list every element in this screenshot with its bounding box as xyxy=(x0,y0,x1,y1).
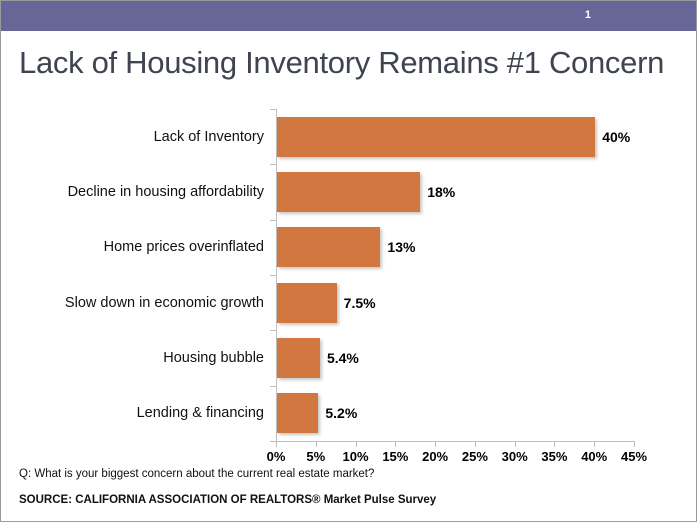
source-note: SOURCE: CALIFORNIA ASSOCIATION OF REALTO… xyxy=(19,494,437,506)
bar xyxy=(277,227,381,268)
x-axis-tick xyxy=(315,441,317,447)
x-axis-tick xyxy=(474,441,476,447)
x-axis-tick-label: 5% xyxy=(306,449,326,464)
y-axis-tick xyxy=(270,385,276,387)
x-axis-tick xyxy=(514,441,516,447)
x-axis-tick-label: 20% xyxy=(422,449,449,464)
category-label: Housing bubble xyxy=(163,350,264,366)
category-label: Lack of Inventory xyxy=(153,128,264,145)
x-axis-line xyxy=(276,441,634,442)
x-axis-tick-label: 25% xyxy=(461,449,488,464)
x-axis-tick xyxy=(395,441,397,447)
y-axis-tick xyxy=(270,109,276,110)
category-label: Lending & financing xyxy=(136,405,264,422)
x-axis-tick-label: 45% xyxy=(620,449,648,464)
x-axis-tick xyxy=(554,441,556,447)
bar-value-label: 5.2% xyxy=(325,405,358,422)
bar-value-label: 40% xyxy=(602,128,631,145)
bar xyxy=(277,393,319,434)
category-label: Decline in housing affordability xyxy=(67,184,264,200)
category-label: Home prices overinflated xyxy=(103,239,264,256)
y-axis-line xyxy=(276,109,277,441)
x-axis-tick-label: 30% xyxy=(501,449,528,464)
bar-value-label: 7.5% xyxy=(343,294,376,311)
bar-value-label: 13% xyxy=(387,239,416,256)
y-axis-tick xyxy=(270,330,276,332)
y-axis-tick xyxy=(270,441,276,442)
x-axis-tick xyxy=(355,441,357,447)
slide-number: 1 xyxy=(584,9,591,21)
y-axis-tick xyxy=(270,164,276,166)
bar-value-label: 5.4% xyxy=(326,350,359,366)
bar xyxy=(277,172,421,212)
y-axis-tick xyxy=(270,219,276,221)
page-title: Lack of Housing Inventory Remains #1 Con… xyxy=(19,45,665,80)
bar xyxy=(277,116,596,157)
bar-chart: Lack of Inventory Decline in housing affo… xyxy=(1,101,696,464)
x-axis-tick-label: 35% xyxy=(541,449,568,464)
x-axis-tick-label: 10% xyxy=(342,449,369,464)
x-axis-tick xyxy=(435,441,437,447)
y-axis-tick xyxy=(270,275,276,276)
x-axis-tick-label: 15% xyxy=(382,449,409,464)
x-axis-tick-label: 0% xyxy=(266,449,286,464)
category-axis-labels: Lack of Inventory Decline in housing affo… xyxy=(1,101,264,441)
plot-area: 0% 5% 10% 15% 20% 25% 30% 35% 40% 45% 40% 18% 13% 7.5… xyxy=(267,109,647,464)
x-axis-tick xyxy=(594,441,596,447)
slide-header-band: 1 xyxy=(1,1,696,31)
bar xyxy=(277,338,320,378)
category-label: Slow down in economic growth xyxy=(64,294,264,311)
bar xyxy=(277,282,337,323)
bar-value-label: 18% xyxy=(427,184,456,200)
question-note: Q: What is your biggest concern about th… xyxy=(19,468,375,480)
x-axis-tick-label: 40% xyxy=(581,449,608,464)
x-axis-tick xyxy=(634,441,635,447)
x-axis-tick xyxy=(276,441,277,447)
